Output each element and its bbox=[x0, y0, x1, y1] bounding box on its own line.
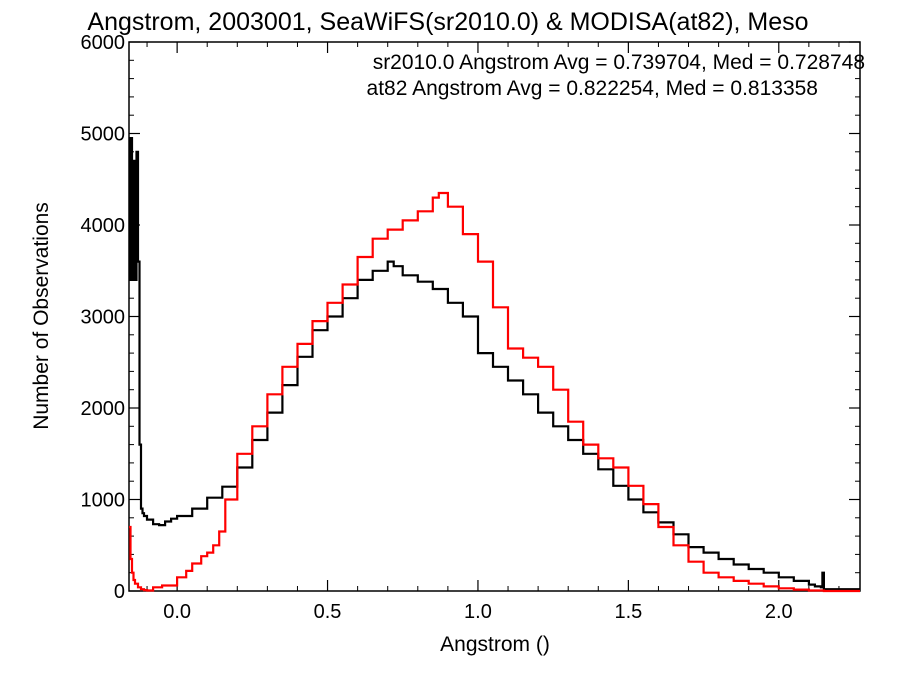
y-tick-label: 2000 bbox=[81, 398, 126, 420]
x-tick-label: 0.5 bbox=[314, 601, 342, 623]
y-tick-label: 0 bbox=[114, 581, 125, 603]
series-line-0 bbox=[129, 137, 860, 591]
chart-title: Angstrom, 2003001, SeaWiFS(sr2010.0) & M… bbox=[87, 8, 808, 36]
plot-frame bbox=[128, 41, 861, 592]
y-axis: 0 1000 2000 3000 4000 5000 6000 bbox=[81, 32, 860, 603]
y-tick-label: 5000 bbox=[81, 124, 126, 146]
series-line-1 bbox=[129, 191, 860, 593]
y-tick-label: 3000 bbox=[81, 307, 126, 329]
x-tick-label: 0.0 bbox=[163, 601, 191, 623]
x-tick-label: 2.0 bbox=[765, 601, 793, 623]
x-axis-label: Angstrom () bbox=[440, 633, 550, 656]
series-layer bbox=[129, 137, 860, 593]
y-tick-label: 4000 bbox=[81, 215, 126, 237]
x-axis: 0.0 0.5 1.0 1.5 2.0 bbox=[146, 42, 840, 623]
y-tick-label: 6000 bbox=[81, 32, 126, 54]
legend-entry-at82: at82 Angstrom Avg = 0.822254, Med = 0.81… bbox=[367, 77, 818, 100]
legend-entry-sr2010: sr2010.0 Angstrom Avg = 0.739704, Med = … bbox=[373, 51, 865, 74]
x-tick-label: 1.0 bbox=[464, 601, 492, 623]
y-tick-label: 1000 bbox=[81, 490, 126, 512]
y-axis-label: Number of Observations bbox=[30, 202, 53, 430]
x-tick-label: 1.5 bbox=[614, 601, 642, 623]
